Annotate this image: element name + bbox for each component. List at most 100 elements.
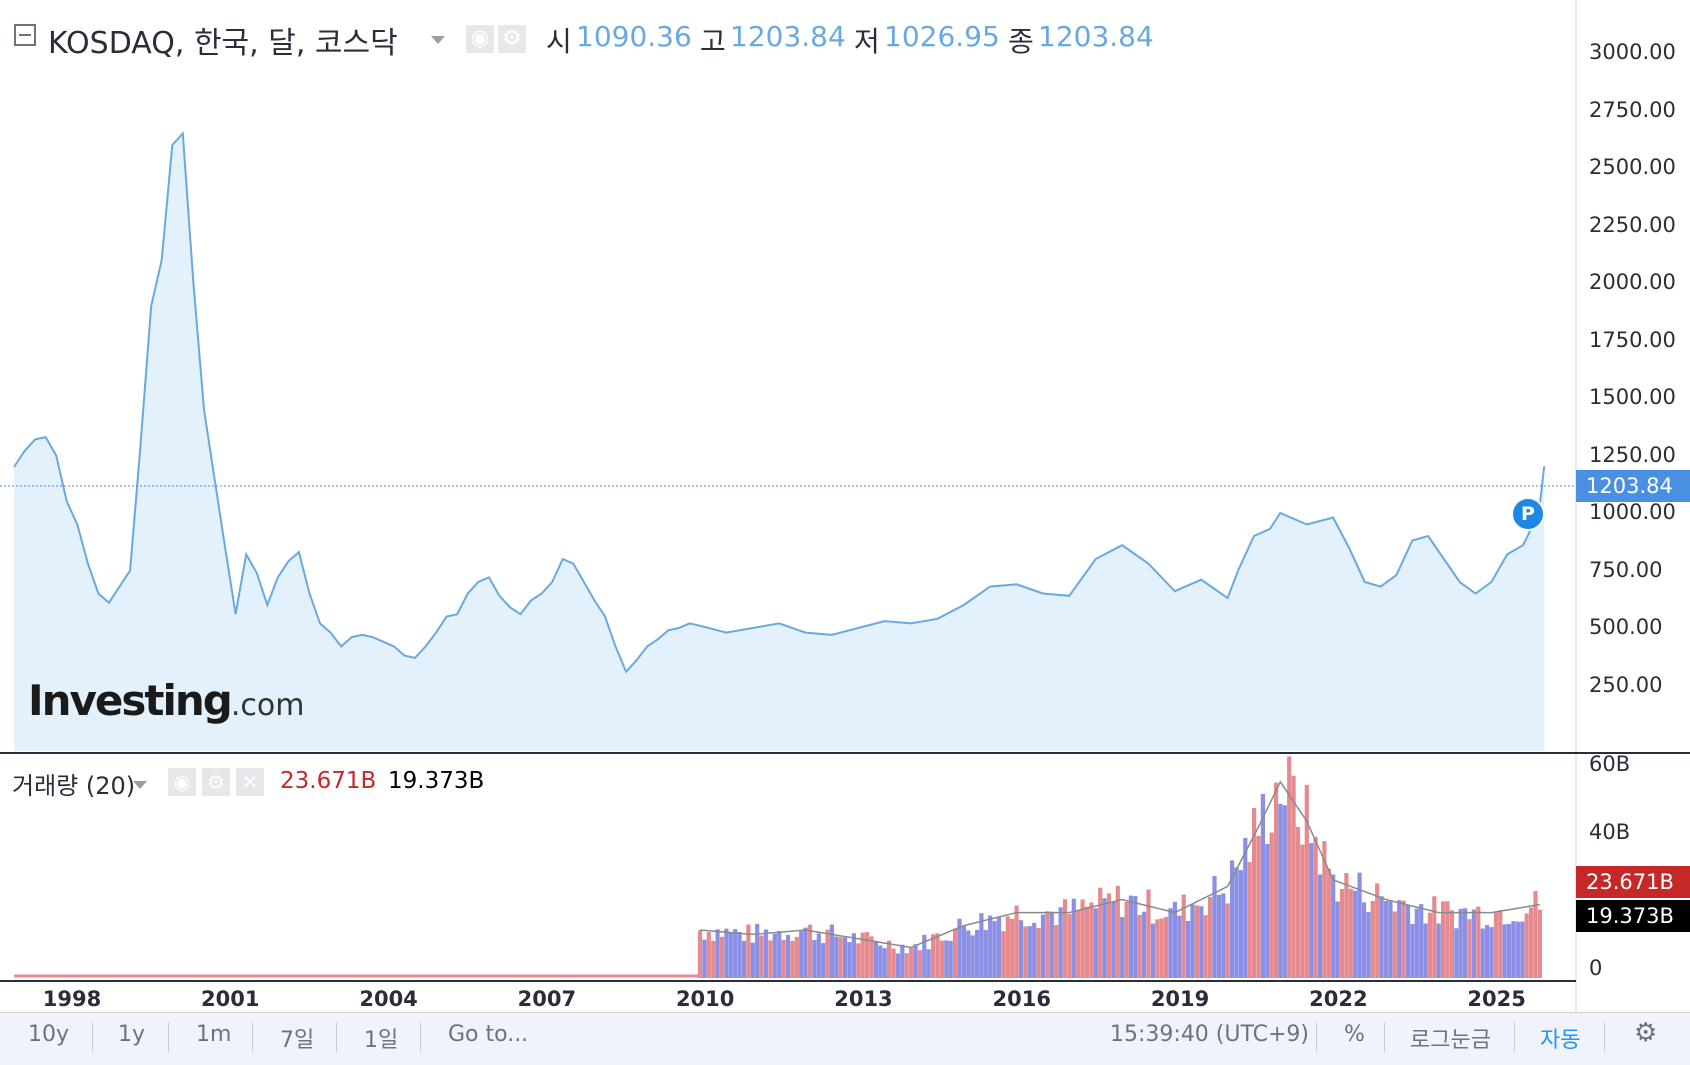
volume-bar xyxy=(1274,782,1279,978)
volume-bar xyxy=(891,948,896,978)
volume-bar xyxy=(1507,924,1512,978)
volume-bar xyxy=(1159,918,1164,978)
volume-bar xyxy=(1485,925,1490,978)
volume-bar xyxy=(1471,909,1476,978)
volume-bar xyxy=(1238,870,1243,978)
eye-icon[interactable]: ◉ xyxy=(168,768,196,796)
volume-ma-line xyxy=(699,780,1540,949)
volume-bar xyxy=(803,927,808,978)
volume-bar xyxy=(759,935,764,978)
volume-bar xyxy=(961,925,966,978)
volume-bar xyxy=(785,934,791,978)
volume-bar xyxy=(1054,925,1059,978)
volume-bar xyxy=(1524,913,1529,978)
volume-bar xyxy=(860,932,865,978)
volume-series xyxy=(14,756,1542,978)
volume-bar xyxy=(799,931,804,978)
volume-bar xyxy=(1045,911,1050,978)
volume-bar xyxy=(1225,903,1230,978)
volume-bar xyxy=(1467,919,1472,978)
eye-icon[interactable]: ◉ xyxy=(466,25,494,53)
volume-bar xyxy=(1427,912,1432,978)
price-tick: 1000.00 xyxy=(1589,500,1676,524)
volume-bar xyxy=(1480,928,1485,978)
volume-bar xyxy=(1164,917,1169,978)
volume-bar xyxy=(763,929,769,978)
p-marker-icon[interactable]: P xyxy=(1511,497,1545,531)
percent-toggle[interactable]: % xyxy=(1344,1022,1365,1047)
volume-bar xyxy=(1058,907,1063,978)
range-1d-button[interactable]: 1일 xyxy=(364,1028,399,1053)
collapse-toggle-icon[interactable] xyxy=(14,24,36,46)
volume-bar xyxy=(711,941,716,978)
low-value: 1026.95 xyxy=(884,20,1000,53)
volume-bar xyxy=(719,936,725,978)
volume-badge: 23.671B xyxy=(1576,866,1690,898)
gear-icon[interactable]: ⚙ xyxy=(1634,1018,1658,1048)
volume-bar xyxy=(1282,805,1287,978)
goto-button[interactable]: Go to... xyxy=(448,1022,529,1047)
volume-bar xyxy=(975,929,980,978)
volume-bar xyxy=(1199,906,1204,978)
price-tick: 1750.00 xyxy=(1589,327,1676,352)
volume-bar xyxy=(1414,908,1419,978)
volume-bar xyxy=(939,940,944,978)
time-tick: 2001 xyxy=(201,987,260,1011)
gear-icon[interactable]: ⚙ xyxy=(202,768,230,796)
volume-tick-0: 0 xyxy=(1589,956,1603,980)
volume-bar xyxy=(812,940,817,978)
chevron-down-icon[interactable] xyxy=(431,36,445,44)
volume-bar xyxy=(1221,893,1226,978)
chevron-down-icon[interactable] xyxy=(133,781,147,789)
close-label: 종 xyxy=(1008,25,1034,58)
volume-bar xyxy=(957,918,962,978)
volume-bar xyxy=(917,950,922,978)
volume-bar xyxy=(1234,867,1239,978)
volume-bar xyxy=(869,936,874,978)
volume-bar xyxy=(838,937,843,978)
volume-bar xyxy=(1115,885,1120,978)
range-10y-button[interactable]: 10y xyxy=(28,1022,70,1047)
range-7d-button[interactable]: 7일 xyxy=(280,1028,315,1053)
time-tick: 2019 xyxy=(1150,987,1210,1011)
volume-bar xyxy=(1401,900,1406,978)
volume-bar xyxy=(873,940,878,978)
volume-bar xyxy=(724,928,729,978)
time-tick: 2010 xyxy=(675,987,735,1011)
volume-bar xyxy=(1339,889,1345,978)
close-icon[interactable]: ✕ xyxy=(236,768,264,796)
volume-bar xyxy=(1278,803,1283,978)
volume-bar xyxy=(900,944,905,978)
volume-bar xyxy=(807,924,813,978)
volume-bar xyxy=(706,932,711,978)
range-1m-button[interactable]: 1m xyxy=(196,1022,232,1047)
time-tick: 2007 xyxy=(517,987,577,1011)
volume-bar xyxy=(904,953,909,978)
last-price-badge: 1203.84 xyxy=(1576,470,1690,502)
volume-bar xyxy=(1177,915,1182,978)
volume-bar xyxy=(781,939,786,978)
volume-bar xyxy=(1392,911,1397,978)
volume-bar xyxy=(1265,844,1270,978)
price-chart[interactable] xyxy=(0,0,1690,1012)
volume-bar xyxy=(935,933,940,978)
volume-value: 23.671B xyxy=(280,768,377,794)
clock-display: 15:39:40 (UTC+9) xyxy=(1110,1022,1310,1047)
volume-bar xyxy=(887,940,892,978)
gear-icon[interactable]: ⚙ xyxy=(498,25,526,53)
auto-scale-toggle[interactable]: 자동 xyxy=(1540,1028,1581,1053)
range-1y-button[interactable]: 1y xyxy=(118,1022,146,1047)
volume-bar xyxy=(702,939,707,978)
volume-bar xyxy=(821,943,826,978)
volume-bar xyxy=(1357,872,1362,978)
log-scale-toggle[interactable]: 로그눈금 xyxy=(1410,1028,1491,1053)
volume-bar xyxy=(1489,927,1494,978)
price-tick: 3000.00 xyxy=(1589,40,1676,64)
volume-bar xyxy=(1493,912,1498,978)
volume-bar xyxy=(1186,921,1191,978)
volume-bar xyxy=(1146,889,1151,978)
volume-bar xyxy=(931,934,936,978)
volume-bar xyxy=(715,929,720,978)
logo-main: Investing xyxy=(28,676,233,725)
volume-tick-60b: 60B xyxy=(1589,752,1631,776)
